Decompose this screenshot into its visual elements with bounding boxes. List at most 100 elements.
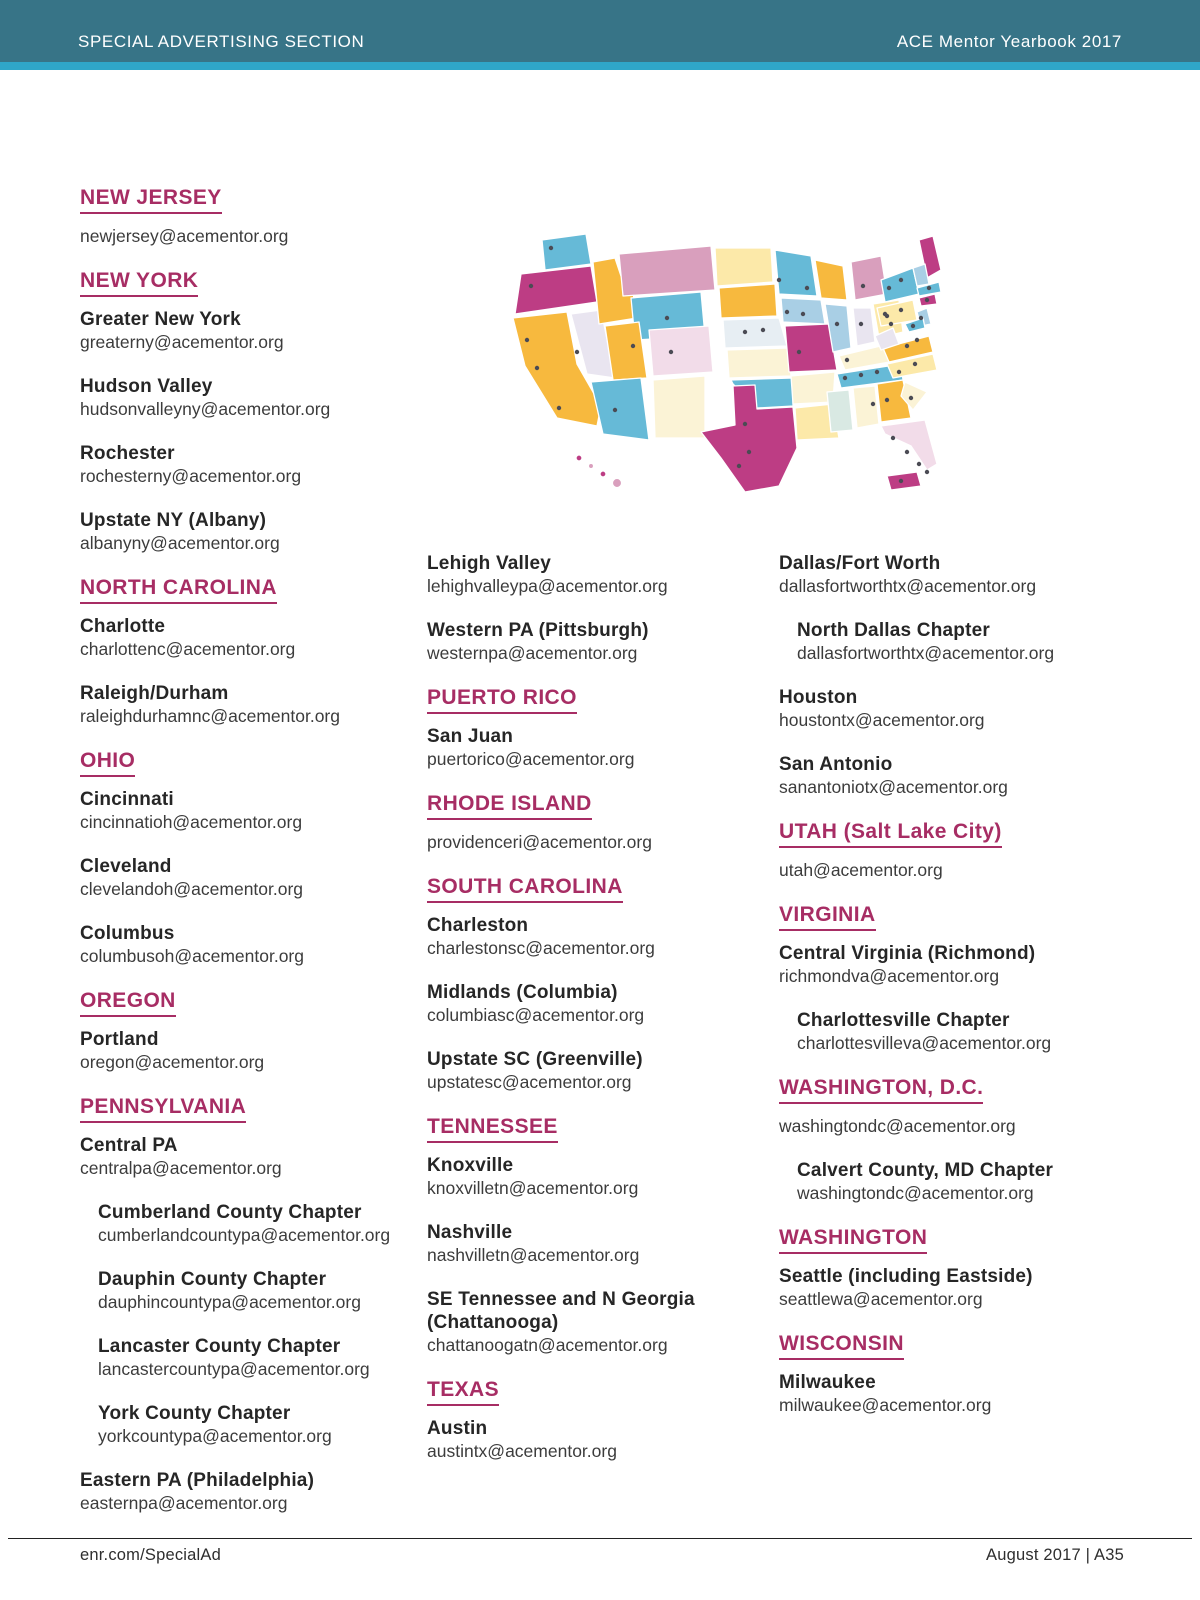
state-section: NEW YORK Greater New York greaterny@acemen…	[80, 269, 415, 554]
state-section: WASHINGTON Seattle (including Eastside) se…	[779, 1226, 1134, 1310]
chapter-entry: Hudson Valley hudsonvalleyny@acementor.or…	[80, 375, 415, 420]
chapter-name: Milwaukee	[779, 1372, 876, 1393]
state-section: TENNESSEE Knoxville knoxvilletn@acementor.…	[427, 1115, 767, 1356]
state-section: SOUTH CAROLINA Charleston charlestonsc@ace…	[427, 875, 767, 1093]
chapter-entry: San Juan puertorico@acementor.org	[427, 725, 767, 770]
state-heading: WISCONSIN	[779, 1332, 904, 1360]
state-heading: VIRGINIA	[779, 903, 876, 931]
footer-site-label: enr.com/SpecialAd	[80, 1546, 221, 1564]
chapter-email: yorkcountypa@acementor.org	[98, 1426, 332, 1446]
chapter-name: Charlottesville Chapter	[797, 1010, 1010, 1031]
state-section: TEXAS Austin austintx@acementor.org	[427, 1378, 767, 1462]
chapter-email: lancastercountypa@acementor.org	[98, 1359, 370, 1379]
chapter-email: clevelandoh@acementor.org	[80, 879, 304, 899]
state-heading: PUERTO RICO	[427, 686, 577, 714]
chapter-name: Cincinnati	[80, 789, 174, 810]
chapter-email: milwaukee@acementor.org	[779, 1395, 992, 1415]
state-heading: TENNESSEE	[427, 1115, 558, 1143]
header-bar: SPECIAL ADVERTISING SECTION ACE Mentor Y…	[0, 0, 1200, 62]
chapter-entry: Raleigh/Durham raleighdurhamnc@acementor.…	[80, 682, 415, 727]
state-heading: WASHINGTON, D.C.	[779, 1076, 984, 1104]
chapter-entry: Greater New York greaterny@acementor.org	[80, 308, 415, 353]
chapter-name: Columbus	[80, 923, 175, 944]
chapter-name: Rochester	[80, 443, 175, 464]
chapter-email: cincinnatioh@acementor.org	[80, 812, 303, 832]
chapter-name: York County Chapter	[98, 1403, 291, 1424]
chapter-name: SE Tennessee and N Georgia (Chattanooga)	[427, 1289, 695, 1333]
chapter-email: centralpa@acementor.org	[80, 1158, 282, 1178]
chapter-name: Knoxville	[427, 1155, 514, 1176]
chapter-name: Houston	[779, 687, 858, 708]
chapter-entry: Upstate SC (Greenville) upstatesc@acement…	[427, 1048, 767, 1093]
chapter-email: westernpa@acementor.org	[427, 643, 638, 663]
chapter-name: San Antonio	[779, 754, 893, 775]
chapter-email: seattlewa@acementor.org	[779, 1289, 983, 1309]
chapter-entry: SE Tennessee and N Georgia (Chattanooga)…	[427, 1288, 767, 1356]
footer-issue-label: August 2017 | A35	[986, 1546, 1124, 1564]
chapter-name: Western PA (Pittsburgh)	[427, 620, 649, 641]
chapter-entry: Lancaster County Chapter lancastercountyp…	[80, 1335, 415, 1380]
footer-rule	[8, 1538, 1192, 1539]
column-left: NEW JERSEY newjersey@acementor.org NEW YOR…	[80, 186, 415, 1536]
state-section: Lehigh Valley lehighvalleypa@acementor.or…	[427, 552, 767, 664]
chapter-entry: Houston houstontx@acementor.org	[779, 686, 1134, 731]
chapter-name: Charlotte	[80, 616, 166, 637]
chapter-entry: Columbus columbusoh@acementor.org	[80, 922, 415, 967]
chapter-name: Charleston	[427, 915, 529, 936]
state-section: UTAH (Salt Lake City) utah@acementor.org	[779, 820, 1134, 881]
column-middle: Lehigh Valley lehighvalleypa@acementor.or…	[427, 552, 767, 1484]
chapter-email: columbusoh@acementor.org	[80, 946, 304, 966]
chapter-name: Cleveland	[80, 856, 172, 877]
state-heading: UTAH (Salt Lake City)	[779, 820, 1002, 848]
chapter-entry: Central Virginia (Richmond) richmondva@ac…	[779, 942, 1134, 987]
chapter-email: charlottesvilleva@acementor.org	[797, 1033, 1052, 1053]
chapter-email: dallasfortworthtx@acementor.org	[779, 576, 1037, 596]
chapter-name: Nashville	[427, 1222, 513, 1243]
chapter-entry: Western PA (Pittsburgh) westernpa@acement…	[427, 619, 767, 664]
chapter-entry: Charleston charlestonsc@acementor.org	[427, 914, 767, 959]
chapter-entry: Rochester rochesterny@acementor.org	[80, 442, 415, 487]
state-heading: RHODE ISLAND	[427, 792, 592, 820]
state-section: OREGON Portland oregon@acementor.org	[80, 989, 415, 1073]
chapter-email: dauphincountypa@acementor.org	[98, 1292, 361, 1312]
chapter-name: Midlands (Columbia)	[427, 982, 618, 1003]
chapter-entry: Charlotte charlottenc@acementor.org	[80, 615, 415, 660]
us-chapters-map	[487, 226, 957, 526]
chapter-entry: Seattle (including Eastside) seattlewa@ac…	[779, 1265, 1134, 1310]
chapter-entry: Lehigh Valley lehighvalleypa@acementor.or…	[427, 552, 767, 597]
chapter-entry: York County Chapter yorkcountypa@acemento…	[80, 1402, 415, 1447]
chapter-entry: Central PA centralpa@acementor.org	[80, 1134, 415, 1179]
chapter-name: Eastern PA (Philadelphia)	[80, 1470, 315, 1491]
chapter-email: washingtondc@acementor.org	[797, 1183, 1034, 1203]
chapter-email: richmondva@acementor.org	[779, 966, 1000, 986]
chapter-name: Cumberland County Chapter	[98, 1202, 362, 1223]
header-accent-stripe	[0, 62, 1200, 70]
state-heading: WASHINGTON	[779, 1226, 928, 1254]
chapter-entry: washingtondc@acementor.org	[779, 1115, 1134, 1137]
state-section: WISCONSIN Milwaukee milwaukee@acementor.or…	[779, 1332, 1134, 1416]
chapter-name: Austin	[427, 1418, 488, 1439]
chapter-entry: Midlands (Columbia) columbiasc@acementor.…	[427, 981, 767, 1026]
chapter-email: austintx@acementor.org	[427, 1441, 617, 1461]
chapter-email: columbiasc@acementor.org	[427, 1005, 645, 1025]
chapter-name: Raleigh/Durham	[80, 683, 229, 704]
state-heading: NORTH CAROLINA	[80, 576, 277, 604]
chapter-email: houstontx@acementor.org	[779, 710, 985, 730]
header-right-label: ACE Mentor Yearbook 2017	[896, 32, 1122, 51]
chapter-name: Lehigh Valley	[427, 553, 552, 574]
chapter-name: Upstate NY (Albany)	[80, 510, 267, 531]
state-section: NORTH CAROLINA Charlotte charlottenc@aceme…	[80, 576, 415, 727]
chapter-email: easternpa@acementor.org	[80, 1493, 288, 1513]
chapter-entry: Austin austintx@acementor.org	[427, 1417, 767, 1462]
state-heading: PENNSYLVANIA	[80, 1095, 247, 1123]
footer: enr.com/SpecialAd August 2017 | A35	[80, 1546, 1124, 1565]
chapter-email: providenceri@acementor.org	[427, 832, 652, 852]
chapter-name: Hudson Valley	[80, 376, 213, 397]
chapter-entry: Knoxville knoxvilletn@acementor.org	[427, 1154, 767, 1199]
state-heading: TEXAS	[427, 1378, 500, 1406]
state-section: WASHINGTON, D.C. washingtondc@acementor.o…	[779, 1076, 1134, 1204]
chapter-email: albanyny@acementor.org	[80, 533, 280, 553]
state-section: VIRGINIA Central Virginia (Richmond) richm…	[779, 903, 1134, 1054]
chapter-name: Central Virginia (Richmond)	[779, 943, 1036, 964]
chapter-entry: Eastern PA (Philadelphia) easternpa@aceme…	[80, 1469, 415, 1514]
